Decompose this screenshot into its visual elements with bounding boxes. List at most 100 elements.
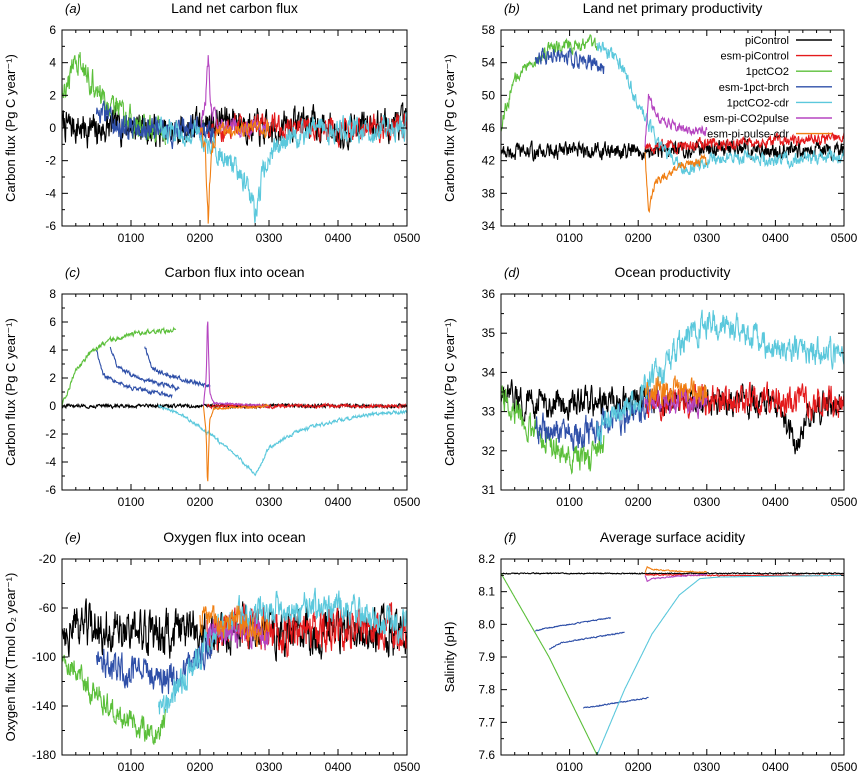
series-line-esm-1pct-brch-1 [535,616,611,632]
x-tick-label: 0100 [118,760,145,774]
panel-d: 0100 0200 0300 0400 0500 31 32 33 34 35 36 (d) Ocean… [442,264,858,509]
x-tick-label: 0500 [831,495,858,509]
x-tick-label: 0500 [394,760,421,774]
panel-title: Land net carbon flux [171,0,298,16]
y-tick-label: 32 [482,444,496,458]
panel-label: (a) [65,1,81,16]
y-tick-label: 7.9 [478,650,495,664]
plot-frame [500,558,845,756]
plot-frame [61,293,408,491]
series-line-piControl [501,379,844,455]
y-tick-label: 34 [482,219,496,233]
plot-frame [500,293,845,491]
panel-e: 0100 0200 0300 0400 0500 -180 -140 -100 -60 -20 (e… [3,529,421,774]
y-tick-label: -4 [45,455,56,469]
x-tick-label: 0300 [693,231,720,245]
x-tick-label: 0300 [693,495,720,509]
series-line-esm-pi-pulse-cdr [199,604,270,647]
y-tick-label: -2 [45,427,56,441]
y-tick-label: 50 [482,88,496,102]
y-tick-label: 7.7 [478,715,495,729]
panel-f: 0100 0200 0300 0400 0500 7.6 7.7 7.8 7.9 8.0 8.1 8.… [442,529,858,774]
series-line-1pctCO2 [501,385,605,475]
y-tick-label: -100 [32,650,56,664]
x-tick-label: 0100 [556,231,583,245]
series-line-esm-pi-CO2pulse [199,55,270,139]
series-line-esm-piControl [644,381,844,422]
x-tick-label: 0400 [762,231,789,245]
legend-label: piControl [745,35,789,47]
series-line-esm-pi-pulse-cdr [644,151,708,214]
y-axis-label: Carbon flux (Pg C year⁻¹) [3,318,18,466]
y-tick-label: 42 [482,154,496,168]
series-line-1pctCO2 [501,34,598,133]
series-line-esm-1pct-brch [534,388,653,452]
series-line-esm-pi-CO2pulse [644,573,708,583]
series-line-esm-1pct-brch [95,624,215,696]
y-tick-label: 0 [49,121,56,135]
y-tick-label: 58 [482,23,496,37]
y-tick-label: 8 [49,287,56,301]
series-line-esm-piControl [644,131,844,155]
y-tick-label: -6 [45,219,56,233]
panel-title: Carbon flux into ocean [164,264,304,280]
x-tick-label: 0500 [831,760,858,774]
y-tick-label: 8.2 [478,552,495,566]
panel-label: (d) [504,265,520,280]
y-tick-label: 54 [482,56,496,70]
y-tick-label: 4 [49,343,56,357]
series-line-1pctCO2-cdr [596,309,844,445]
panel-label: (e) [65,530,81,545]
series-group [62,321,407,482]
y-tick-label: 2 [49,88,56,102]
plot-frame [61,558,408,756]
series-line-esm-1pct-brch [534,47,605,75]
series-line-1pctCO2-cdr [158,587,407,715]
series-line-1pctCO2-cdr [158,109,407,223]
x-tick-label: 0400 [762,495,789,509]
legend-label: esm-piControl [721,51,789,63]
y-axis-label: Carbon flux (Pg C year⁻¹) [442,318,457,466]
series-group [62,587,407,745]
y-tick-label: 34 [482,365,496,379]
x-tick-label: 0500 [394,231,421,245]
y-tick-label: 33 [482,405,496,419]
x-tick-label: 0200 [625,495,652,509]
series-line-esm-1pct-brch-3 [583,696,649,709]
y-tick-label: 0 [49,399,56,413]
y-tick-label: 7.8 [478,683,495,697]
series-line-esm-piControl [206,402,407,410]
y-axis-label: Carbon flux (Pg C year⁻¹) [3,54,18,202]
series-line-esm-1pct-brch-3 [144,346,211,389]
y-axis-label: Oxygen flux (Tmol O₂ year⁻¹) [3,573,18,742]
y-tick-label: 46 [482,121,496,135]
x-tick-label: 0200 [187,760,214,774]
x-tick-label: 0300 [256,495,283,509]
x-tick-label: 0200 [187,231,214,245]
x-tick-label: 0100 [118,231,145,245]
x-tick-label: 0300 [693,760,720,774]
series-line-esm-pi-CO2pulse [202,321,270,408]
x-tick-label: 0300 [256,760,283,774]
series-line-esm-1pct-brch-2 [549,631,625,650]
x-tick-label: 0500 [831,231,858,245]
series-line-1pctCO2 [62,326,177,408]
y-tick-label: 2 [49,371,56,385]
y-tick-label: 31 [482,483,496,497]
plot-frame [500,29,845,227]
x-tick-label: 0100 [118,495,145,509]
series-line-esm-pi-pulse-cdr [202,403,270,482]
x-tick-label: 0400 [325,231,352,245]
series-group [501,565,844,755]
series-line-esm-pi-pulse-cdr [644,375,708,411]
panel-b: 0100 0200 0300 0400 0500 34 38 42 46 50 54 58 (b) Lan… [442,0,858,245]
panel-title: Ocean productivity [615,264,731,280]
series-line-esm-pi-CO2pulse [644,93,708,147]
y-tick-label: -4 [45,186,56,200]
x-tick-label: 0400 [325,495,352,509]
series-line-1pctCO2 [62,654,167,745]
series-line-esm-1pct-brch-2 [109,346,180,392]
y-tick-label: -2 [45,154,56,168]
y-tick-label: 6 [49,23,56,37]
